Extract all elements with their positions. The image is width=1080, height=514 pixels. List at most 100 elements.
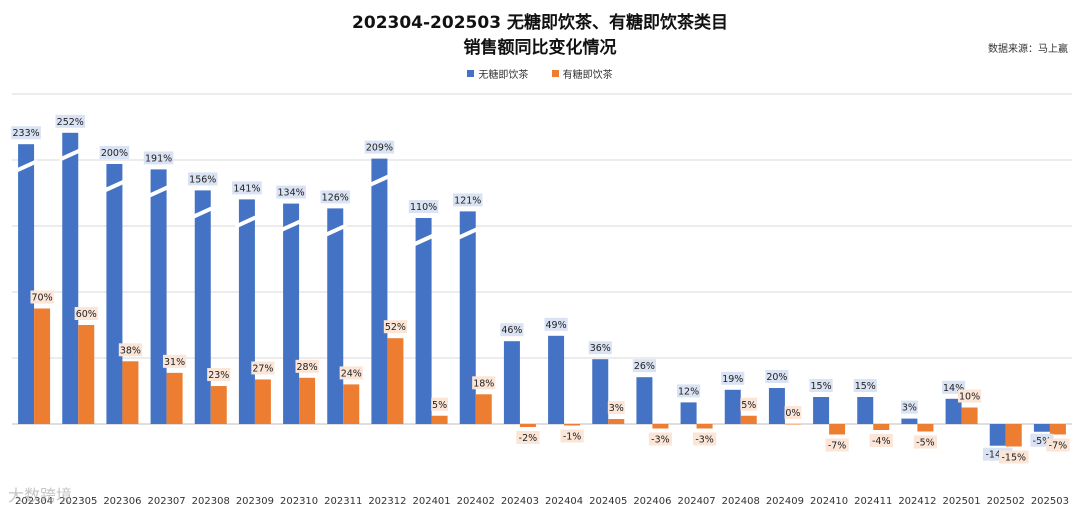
data-label-series1: 141% — [233, 183, 260, 194]
axis-break-mark — [235, 214, 259, 229]
bar-series1 — [327, 208, 344, 424]
x-tick-label: 202501 — [942, 496, 980, 507]
x-tick-label: 202308 — [192, 496, 230, 507]
data-label-series1-bg — [408, 200, 439, 213]
axis-break-mark — [455, 226, 480, 241]
axis-break-mark — [190, 205, 215, 220]
data-label-series1-bg — [809, 379, 833, 392]
bar-series2 — [696, 424, 713, 429]
data-label-series1: 121% — [454, 195, 481, 206]
data-label-series2: 38% — [120, 345, 141, 356]
data-label-series1-bg — [452, 193, 483, 207]
data-label-series1-bg — [676, 384, 701, 398]
chart-legend: 无糖即饮茶 有糖即饮茶 — [0, 66, 1080, 81]
data-label-series1: 26% — [634, 361, 655, 372]
data-label-series1-bg — [232, 181, 262, 195]
x-tick-label: 202309 — [236, 496, 274, 507]
data-label-series2: 23% — [208, 370, 229, 381]
axis-break-mark — [323, 223, 348, 238]
data-label-series1: 209% — [366, 143, 393, 154]
bar-series2 — [299, 377, 316, 424]
data-label-series1: 12% — [678, 386, 699, 397]
x-tick-label: 202405 — [589, 496, 627, 507]
data-label-series2-bg — [825, 438, 849, 452]
data-label-series2-bg — [431, 397, 448, 411]
bar-series1 — [106, 164, 123, 424]
x-tick-label: 202305 — [59, 496, 97, 507]
data-label-series2-bg — [472, 376, 496, 390]
bar-series1 — [150, 169, 167, 424]
data-label-series1-bg — [276, 185, 306, 199]
data-label-series2: 0% — [785, 408, 800, 419]
x-tick-label: 202503 — [1031, 496, 1069, 507]
bar-series1 — [194, 190, 211, 424]
bar-series2 — [829, 424, 846, 435]
bar-series2 — [78, 325, 95, 424]
axis-break-mark — [102, 179, 127, 193]
x-tick-label: 202311 — [324, 496, 362, 507]
x-tick-label: 202304 — [15, 496, 53, 507]
bar-series2 — [740, 415, 757, 424]
bar-series1 — [857, 397, 874, 424]
data-label-series2: 31% — [164, 357, 185, 368]
legend-label-series1: 无糖即饮茶 — [478, 70, 529, 81]
bar-series2 — [1049, 424, 1066, 435]
data-label-series2: 10% — [959, 392, 980, 403]
data-label-series2: 27% — [252, 363, 273, 374]
x-tick-label: 202310 — [280, 496, 318, 507]
data-source-note: 数据来源：马上赢 — [988, 44, 1068, 55]
legend-swatch-series1 — [467, 70, 475, 77]
x-tick-label: 202404 — [545, 496, 583, 507]
data-label-series1-bg — [632, 359, 657, 373]
data-label-series1-bg — [11, 126, 41, 140]
bar-series1 — [768, 388, 785, 424]
data-label-series2: -7% — [1049, 441, 1068, 452]
bar-series2 — [652, 424, 669, 429]
data-label-series2: -5% — [916, 438, 935, 449]
data-label-series2-bg — [913, 435, 938, 449]
data-label-series1: 191% — [145, 153, 172, 164]
data-label-series1-bg — [588, 341, 612, 355]
data-label-series2: -3% — [695, 435, 714, 446]
bar-series1 — [813, 397, 830, 424]
chart-title-line1: 202304-202503 无糖即饮茶、有糖即饮茶类目 — [352, 13, 728, 33]
data-label-series2-bg — [998, 450, 1029, 464]
data-label-series2: -3% — [651, 435, 670, 446]
data-label-series1-bg — [187, 172, 218, 186]
bar-series1 — [371, 158, 388, 424]
data-label-series1: 126% — [322, 192, 349, 203]
x-tick-label: 202402 — [457, 496, 495, 507]
x-tick-label: 202401 — [412, 496, 450, 507]
data-label-series2-bg — [295, 359, 319, 373]
bar-series2 — [387, 338, 404, 424]
bar-series2 — [475, 394, 492, 424]
data-label-series1: 46% — [501, 325, 522, 336]
data-label-series1-bg — [544, 317, 568, 331]
data-label-series2: 52% — [385, 322, 406, 333]
data-label-series1: 19% — [722, 374, 743, 385]
bar-series2 — [254, 379, 271, 424]
data-label-series2: 18% — [473, 378, 494, 389]
data-label-series2-bg — [869, 434, 893, 447]
legend-item-series1: 无糖即饮茶 — [467, 66, 528, 81]
axis-break-mark — [279, 218, 303, 233]
axis-break-mark — [146, 184, 171, 199]
data-label-series1: 14% — [943, 383, 964, 394]
bar-series2 — [784, 424, 801, 425]
data-label-series2-bg — [74, 307, 98, 320]
axis-break-mark — [14, 159, 38, 174]
watermark-text: 大数跨境 — [8, 486, 73, 505]
data-label-series1: 15% — [855, 381, 876, 392]
bar-series1 — [901, 418, 918, 424]
data-label-series1: 15% — [811, 381, 832, 392]
data-label-series2: 24% — [341, 368, 362, 379]
bar-series1 — [459, 211, 476, 424]
data-label-series2-bg — [784, 406, 802, 419]
axis-break-mark — [411, 233, 436, 247]
data-label-series1: -14% — [985, 450, 1010, 461]
data-label-series1: 36% — [590, 343, 611, 354]
x-tick-label: 202409 — [766, 496, 804, 507]
bar-series2 — [431, 415, 448, 424]
data-label-series1: -5% — [1033, 436, 1052, 447]
bar-series2 — [519, 424, 536, 427]
